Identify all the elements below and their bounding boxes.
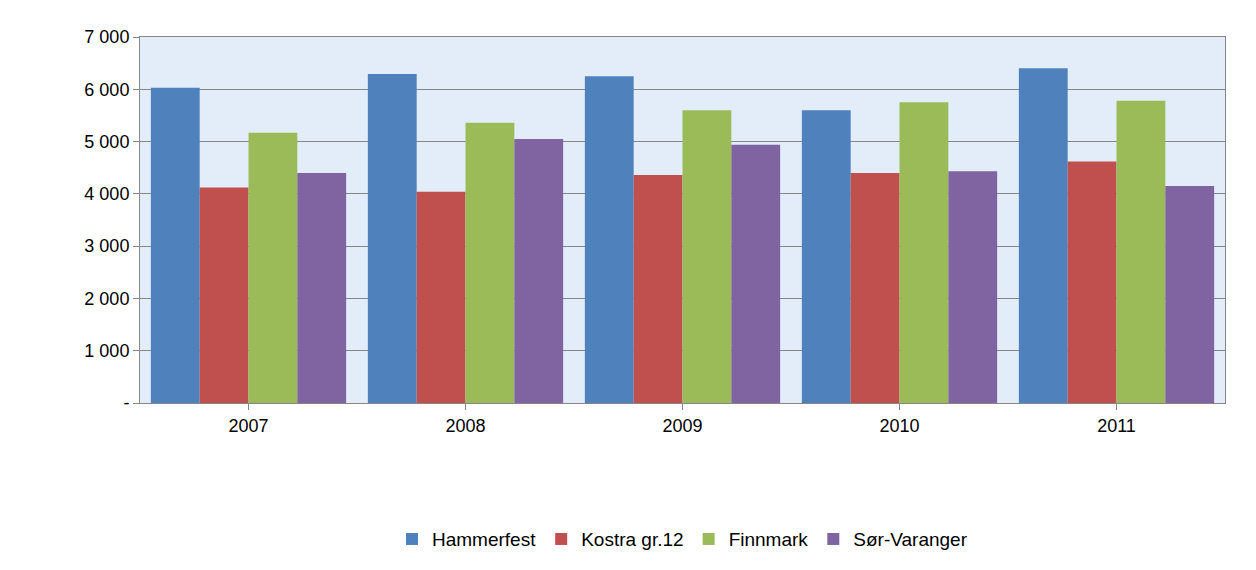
svg-text:2008: 2008 (445, 416, 485, 436)
svg-text:-: - (123, 393, 129, 413)
svg-text:Hammerfest: Hammerfest (432, 529, 536, 550)
svg-text:2010: 2010 (879, 416, 919, 436)
svg-text:7 000: 7 000 (84, 27, 129, 47)
svg-text:2011: 2011 (1097, 416, 1136, 436)
svg-text:2009: 2009 (662, 416, 702, 436)
svg-text:4 000: 4 000 (84, 184, 129, 204)
svg-text:3 000: 3 000 (84, 236, 129, 256)
svg-text:Kostra gr.12: Kostra gr.12 (581, 529, 683, 550)
svg-text:6 000: 6 000 (84, 80, 129, 100)
svg-text:Sør-Varanger: Sør-Varanger (853, 529, 967, 550)
svg-text:2007: 2007 (228, 416, 268, 436)
svg-text:5 000: 5 000 (84, 132, 129, 152)
svg-text:2 000: 2 000 (84, 289, 129, 309)
svg-text:Finnmark: Finnmark (729, 529, 809, 550)
svg-text:1 000: 1 000 (84, 341, 129, 361)
